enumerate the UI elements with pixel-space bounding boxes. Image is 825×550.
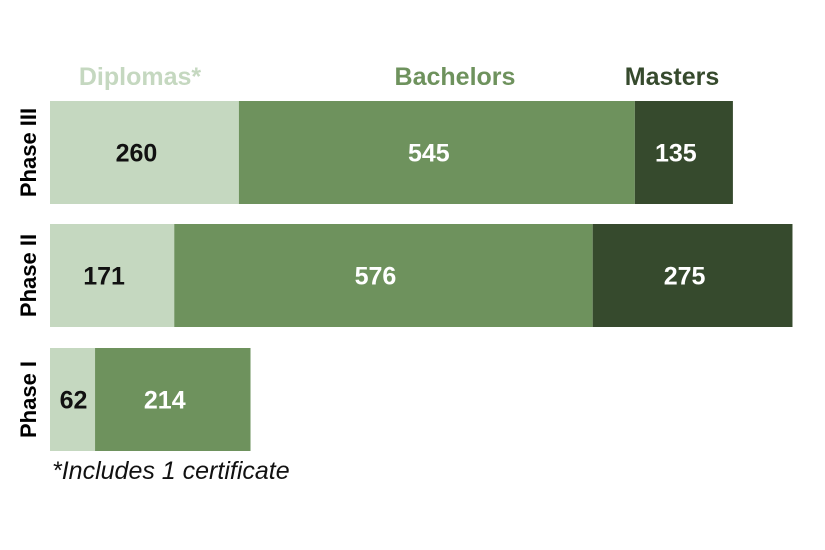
data-label-bachelors-phase-iii: 545	[408, 140, 450, 168]
legend-label-diplomas: Diplomas*	[79, 63, 202, 91]
bar-row-phase-i: Phase I 62 214	[16, 348, 251, 451]
bar-segment-diplomas-phase-i	[50, 348, 96, 451]
row-label-phase-ii: Phase II	[16, 234, 41, 317]
data-label-bachelors-phase-i: 214	[144, 387, 186, 415]
bar-row-phase-ii: Phase II 171 576 275	[16, 224, 793, 327]
legend-label-bachelors: Bachelors	[395, 63, 516, 91]
legend-label-masters: Masters	[625, 63, 720, 91]
data-label-masters-phase-ii: 275	[664, 263, 706, 291]
data-label-diplomas-phase-i: 62	[60, 387, 88, 415]
bar-segment-diplomas-phase-ii	[50, 224, 175, 327]
bar-segment-bachelors-phase-iii	[238, 101, 635, 204]
chart-legend: Diplomas* Bachelors Masters	[79, 63, 719, 91]
bar-segment-masters-phase-iii	[634, 101, 733, 204]
bar-segment-bachelors-phase-ii	[174, 224, 593, 327]
bar-segment-diplomas-phase-iii	[50, 101, 239, 204]
bar-segment-masters-phase-ii	[592, 224, 793, 327]
data-label-diplomas-phase-ii: 171	[83, 263, 125, 291]
row-label-phase-iii: Phase III	[16, 108, 41, 197]
row-label-phase-i: Phase I	[16, 361, 41, 438]
bar-row-phase-iii: Phase III 260 545 135	[16, 101, 733, 204]
bar-segment-bachelors-phase-i	[95, 348, 251, 451]
data-label-masters-phase-iii: 135	[655, 140, 697, 168]
data-label-bachelors-phase-ii: 576	[355, 263, 397, 291]
data-label-diplomas-phase-iii: 260	[116, 140, 158, 168]
footnote: *Includes 1 certificate	[52, 457, 290, 485]
